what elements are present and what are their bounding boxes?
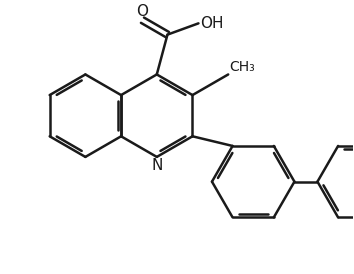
Text: N: N [151,158,162,173]
Text: O: O [136,4,148,19]
Text: OH: OH [200,16,223,31]
Text: CH₃: CH₃ [229,60,255,74]
